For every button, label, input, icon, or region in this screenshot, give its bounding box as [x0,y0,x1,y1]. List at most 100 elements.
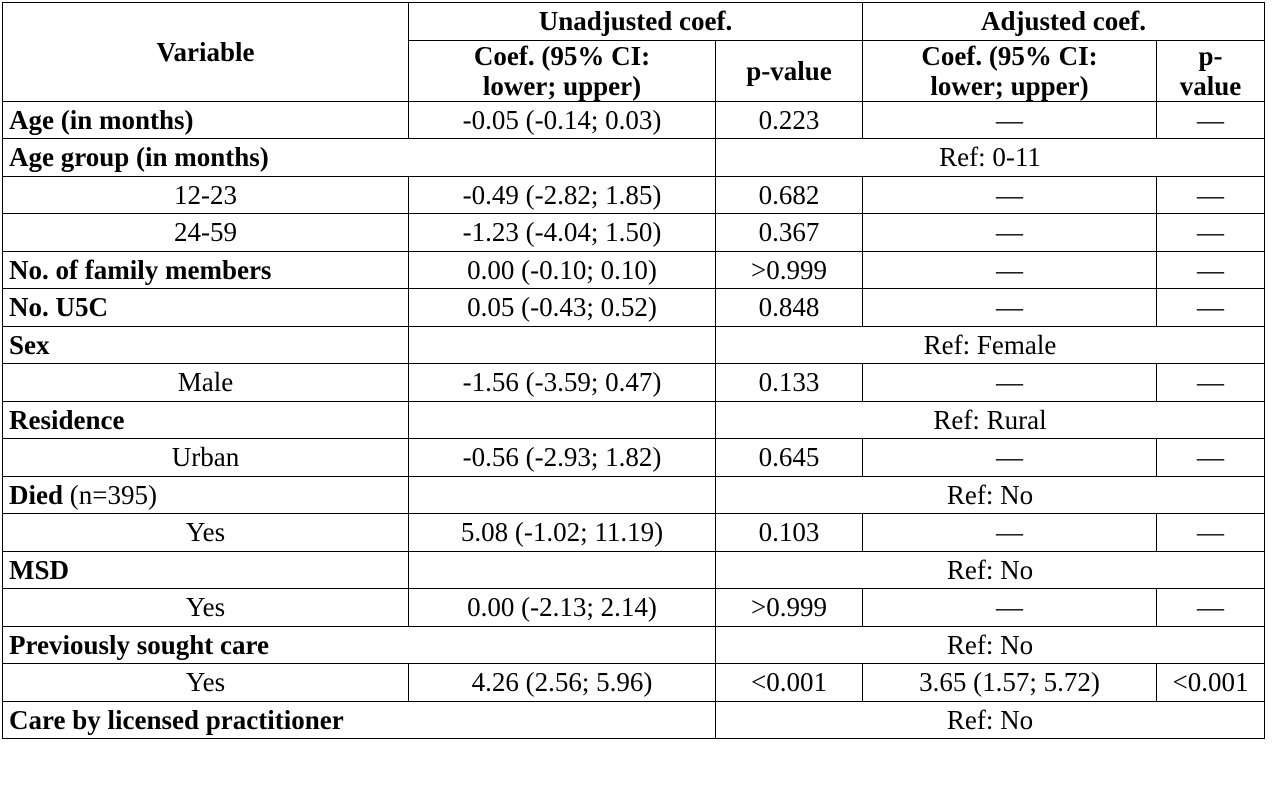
adjusted-coef: — [862,100,1157,139]
unadjusted-pvalue: 0.645 [715,438,863,477]
adjusted-pvalue: — [1155,588,1266,627]
table-row: No. U5C 0.05 (-0.43; 0.52) 0.848— — [2,288,1266,327]
table-row: 24-59 -1.23 (-4.04; 1.50) 0.367— — [2,213,1266,252]
table-row: Urban -0.56 (-2.93; 1.82) 0.645— — [2,438,1266,477]
row-label: Age (in months) [9,104,194,135]
table-row: Age group (in months) Ref: 0-11 [2,138,1266,177]
unadjusted-coef: 4.26 (2.56; 5.96) [408,663,716,702]
adjusted-pvalue: — [1155,363,1266,402]
row-label: Died [9,479,63,510]
unadjusted-coef: -0.56 (-2.93; 1.82) [408,438,716,477]
adjusted-pvalue: — [1155,213,1266,252]
row-label-cell: 12-23 [2,175,409,214]
regression-table: Variable Unadjusted coef. Adjusted coef.… [2,2,1266,739]
unadjusted-coef: -1.56 (-3.59; 0.47) [408,363,716,402]
adjusted-coef: — [862,588,1157,627]
adjusted-pvalue: — [1155,438,1266,477]
adjusted-coef: — [862,213,1157,252]
row-label-cell: Age group (in months) [2,138,716,177]
header-unadj-pvalue: p-value [715,39,863,102]
header-p-line2: value [1179,70,1242,101]
adjusted-coef: — [862,363,1157,402]
table-row: Residence Ref: Rural [2,400,1266,439]
row-label-cell: Yes [2,588,409,627]
adjusted-pvalue: <0.001 [1155,663,1266,702]
empty-cell [408,550,716,589]
row-label-cell: No. U5C [2,288,409,327]
header-row-sub: Coef. (95% CI: lower; upper) p-value Coe… [3,39,1266,102]
adjusted-coef: — [862,175,1157,214]
row-label-cell: Age (in months) [2,100,409,139]
table-row: Yes 0.00 (-2.13; 2.14) >0.999— — [2,588,1266,627]
reference-category: Ref: 0-11 [714,138,1266,177]
header-adjusted: Adjusted coef. [861,2,1266,41]
unadjusted-coef: -1.23 (-4.04; 1.50) [408,213,716,252]
table-row: Male -1.56 (-3.59; 0.47) 0.133— — [2,363,1266,402]
header-variable: Variable [2,2,409,102]
table-row: Previously sought care Ref: No [2,625,1266,664]
reference-category: Ref: No [714,550,1266,589]
unadjusted-pvalue: 0.103 [715,513,863,552]
row-label: Care by licensed practitioner [9,704,344,735]
row-label: MSD [9,554,69,585]
table-row: 12-23 -0.49 (-2.82; 1.85) 0.682— — [2,175,1266,214]
table-row: Died (n=395) Ref: No [2,475,1266,514]
empty-cell [408,400,716,439]
header-adj-pvalue: p- value [1155,39,1266,102]
header-adj-coef: Coef. (95% CI: lower; upper) [862,39,1157,102]
table-row: Care by licensed practitioner Ref: No [2,700,1266,739]
row-label: Male [177,367,234,398]
row-label-cell: Yes [2,513,409,552]
adjusted-pvalue: — [1155,513,1266,552]
table-row: Yes 5.08 (-1.02; 11.19) 0.103— — [2,513,1266,552]
unadjusted-pvalue: >0.999 [715,588,863,627]
row-label: Urban [171,442,240,473]
header-unadj-coef: Coef. (95% CI: lower; upper) [408,39,716,102]
adjusted-coef: 3.65 (1.57; 5.72) [862,663,1157,702]
adjusted-coef: — [862,513,1157,552]
row-label: Age group (in months) [9,142,269,173]
unadjusted-coef: 0.00 (-0.10; 0.10) [408,250,716,289]
unadjusted-pvalue: >0.999 [715,250,863,289]
adjusted-pvalue: — [1155,288,1266,327]
reference-category: Ref: No [714,475,1266,514]
row-label-cell: Died (n=395) [2,475,409,514]
row-label: No. of family members [9,254,272,285]
unadjusted-coef: 0.00 (-2.13; 2.14) [408,588,716,627]
unadjusted-pvalue: 0.682 [715,175,863,214]
header-coef-line2: lower; upper) [930,70,1089,101]
header-coef-line1: Coef. (95% CI: [473,40,651,71]
row-label: No. U5C [9,292,108,323]
adjusted-coef: — [862,288,1157,327]
row-label-cell: Urban [2,438,409,477]
adjusted-pvalue: — [1155,250,1266,289]
header-coef-line1: Coef. (95% CI: [921,40,1098,71]
header-unadjusted: Unadjusted coef. [408,2,863,41]
empty-cell [408,325,716,364]
header-coef-line2: lower; upper) [482,70,642,101]
row-label: 12-23 [174,179,237,210]
adjusted-coef: — [862,438,1157,477]
row-label: Previously sought care [9,629,269,660]
table-row: Sex Ref: Female [2,325,1266,364]
reference-category: Ref: No [714,700,1266,739]
table-row: Age (in months) -0.05 (-0.14; 0.03) 0.223—… [2,100,1266,139]
row-label-cell: MSD [2,550,409,589]
row-label-cell: Yes [2,663,409,702]
unadjusted-pvalue: 0.223 [715,100,863,139]
reference-category: Ref: No [714,625,1266,664]
unadjusted-pvalue: <0.001 [715,663,863,702]
adjusted-pvalue: — [1155,175,1266,214]
row-label-cell: Male [2,363,409,402]
row-label-cell: 24-59 [2,213,409,252]
row-label-cell: Previously sought care [2,625,716,664]
row-label: Yes [185,517,226,548]
reference-category: Ref: Female [714,325,1266,364]
row-label-suffix: (n=395) [63,479,157,510]
empty-cell [408,475,716,514]
header-row-top: Variable Unadjusted coef. Adjusted coef. [2,2,1266,102]
table-row: Yes 4.26 (2.56; 5.96) <0.001 3.65 (1.57; 5.… [2,663,1266,702]
adjusted-coef: — [862,250,1157,289]
table-row: No. of family members 0.00 (-0.10; 0.10) >… [2,250,1266,289]
unadjusted-coef: -0.49 (-2.82; 1.85) [408,175,716,214]
